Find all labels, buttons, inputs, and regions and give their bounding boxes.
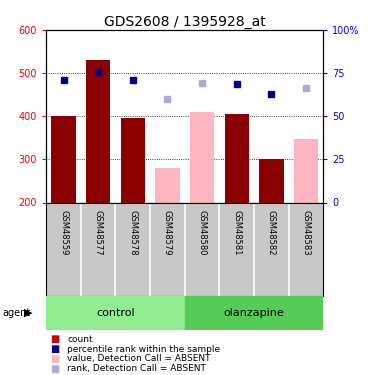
Text: olanzapine: olanzapine: [224, 308, 285, 318]
Text: GSM48559: GSM48559: [59, 210, 68, 255]
Bar: [185, 296, 323, 330]
Text: ■: ■: [50, 354, 59, 364]
Bar: [121, 118, 145, 202]
Text: GSM48582: GSM48582: [267, 210, 276, 255]
Title: GDS2608 / 1395928_at: GDS2608 / 1395928_at: [104, 15, 266, 29]
Text: GSM48583: GSM48583: [301, 210, 311, 256]
Text: ▶: ▶: [24, 308, 32, 318]
Text: GSM48578: GSM48578: [128, 210, 137, 256]
Text: count: count: [67, 335, 93, 344]
Bar: [224, 114, 249, 202]
Text: control: control: [96, 308, 135, 318]
Text: GSM48581: GSM48581: [232, 210, 241, 255]
Text: GSM48577: GSM48577: [94, 210, 103, 256]
Text: ■: ■: [50, 334, 59, 344]
Text: ■: ■: [50, 364, 59, 374]
Text: agent: agent: [2, 308, 30, 318]
Text: percentile rank within the sample: percentile rank within the sample: [67, 345, 221, 354]
Bar: [259, 159, 283, 202]
Bar: [190, 112, 214, 202]
Text: GSM48579: GSM48579: [163, 210, 172, 255]
Text: value, Detection Call = ABSENT: value, Detection Call = ABSENT: [67, 354, 211, 363]
Bar: [51, 116, 75, 202]
Bar: [86, 60, 110, 202]
Bar: [155, 168, 179, 202]
Text: GSM48580: GSM48580: [198, 210, 207, 255]
Text: rank, Detection Call = ABSENT: rank, Detection Call = ABSENT: [67, 364, 206, 373]
Bar: [294, 139, 318, 202]
Bar: [46, 296, 185, 330]
Text: ■: ■: [50, 344, 59, 354]
